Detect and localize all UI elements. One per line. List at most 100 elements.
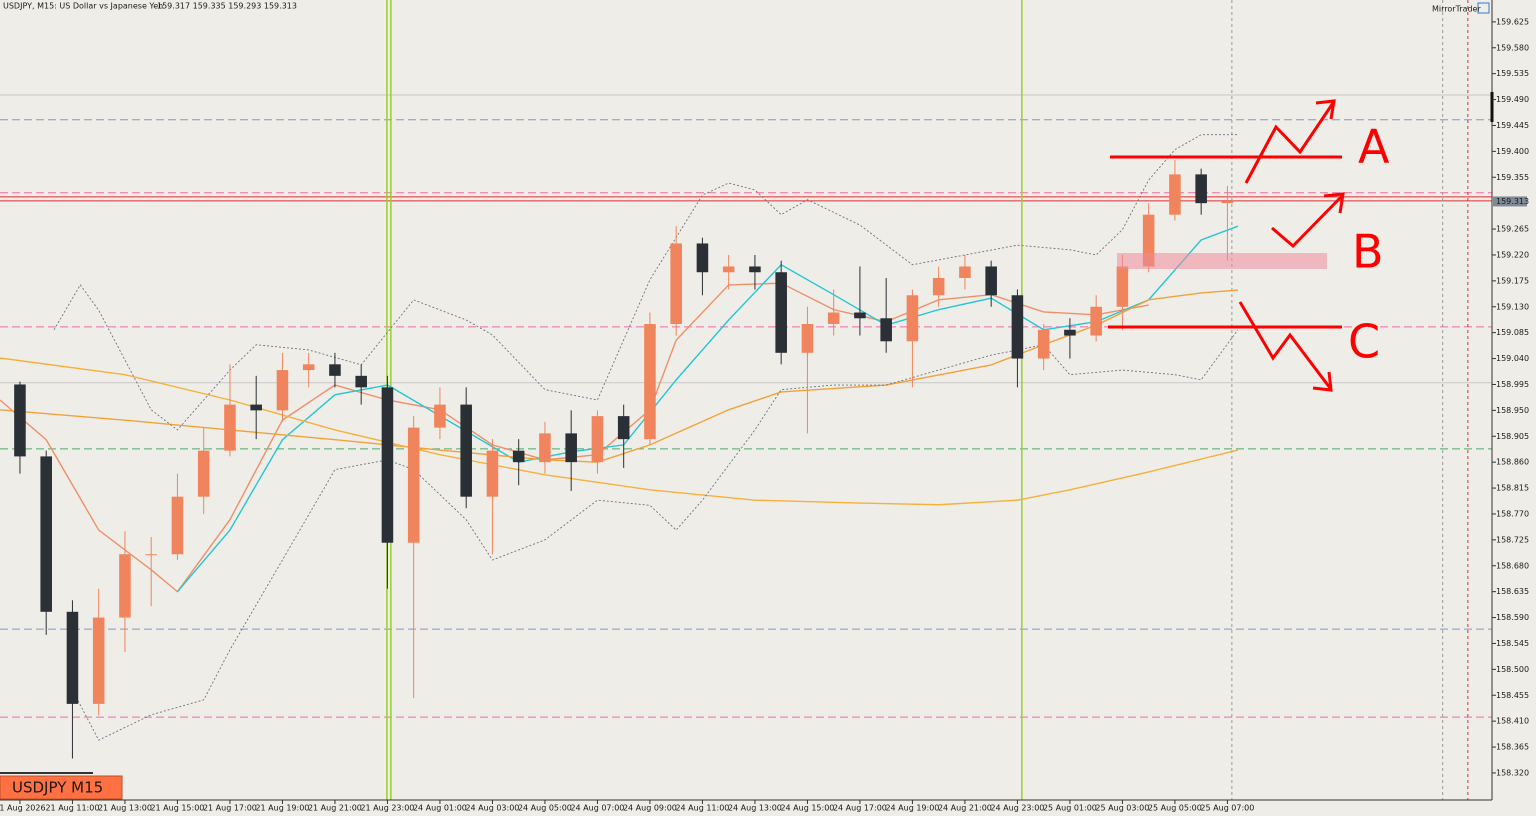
- candle-body: [145, 554, 157, 556]
- candle-body: [565, 433, 577, 463]
- y-tick-label: 158.860: [1496, 458, 1529, 467]
- candle-body: [40, 456, 52, 612]
- y-tick-label: 158.815: [1496, 484, 1529, 493]
- candle-body: [250, 404, 262, 411]
- candle-body: [1064, 329, 1076, 336]
- y-tick-label: 158.950: [1496, 406, 1529, 415]
- y-tick-label: 158.680: [1496, 561, 1529, 570]
- price-tag-label: 159.313: [1496, 197, 1529, 206]
- x-tick-label: 21 Aug 13:00: [98, 804, 152, 813]
- x-tick-label: 24 Aug 19:00: [885, 804, 939, 813]
- x-tick-label: 24 Aug 11:00: [675, 804, 729, 813]
- x-tick-label: 25 Aug 05:00: [1148, 804, 1202, 813]
- y-tick-label: 158.635: [1496, 587, 1529, 596]
- candle-body: [1090, 306, 1102, 336]
- candle-body: [854, 312, 866, 319]
- candle-body: [1037, 329, 1050, 359]
- support-zone: [1117, 253, 1327, 269]
- y-tick-label: 158.995: [1496, 380, 1529, 389]
- candle-body: [1142, 214, 1155, 267]
- candle-body: [512, 450, 525, 463]
- x-tick-label: 25 Aug 01:00: [1043, 804, 1097, 813]
- quote: 159.317 159.335 159.293 159.313: [157, 2, 297, 11]
- candle-body: [302, 364, 315, 371]
- y-tick-label: 159.175: [1496, 276, 1529, 285]
- candle-body: [801, 324, 814, 353]
- y-tick-label: 159.445: [1496, 121, 1529, 130]
- candle-body: [722, 266, 735, 273]
- annotation: B: [1352, 225, 1384, 279]
- candle-body: [670, 243, 682, 325]
- indicator-line: [72, 329, 1239, 741]
- x-tick-label: 21 Aug 11:00: [45, 804, 99, 813]
- candle-body: [460, 404, 472, 497]
- candle-body: [906, 295, 919, 342]
- candle-body: [276, 370, 289, 411]
- x-tick-label: 24 Aug 03:00: [465, 804, 519, 813]
- candle-body: [617, 416, 630, 440]
- candle-body: [434, 404, 446, 428]
- x-tick-label: 25 Aug 07:00: [1200, 804, 1254, 813]
- y-tick-label: 159.085: [1496, 328, 1529, 337]
- x-tick-label: 21 Aug 2026: [0, 804, 46, 813]
- y-tick-label: 159.220: [1496, 250, 1529, 259]
- candle-body: [171, 496, 184, 555]
- candle-body: [92, 617, 105, 704]
- arrow-b: [1271, 194, 1344, 249]
- candle-body: [1116, 266, 1129, 307]
- symbol-badge-text: USDJPY M15: [12, 779, 103, 797]
- candle-body: [1169, 174, 1181, 215]
- y-tick-label: 159.040: [1496, 354, 1529, 363]
- chart-title: USDJPY, M15: US Dollar vs Japanese Yen: [3, 2, 163, 11]
- price-tag: [1493, 196, 1527, 207]
- y-tick-label: 159.400: [1496, 147, 1529, 156]
- x-tick-label: 24 Aug 15:00: [780, 804, 834, 813]
- candle-body: [197, 450, 210, 497]
- candle-body: [880, 318, 892, 342]
- arrow-b-head: [1323, 192, 1345, 214]
- x-tick-label: 21 Aug 23:00: [360, 804, 414, 813]
- arrow-a-head: [1315, 99, 1336, 120]
- y-tick-label: 158.410: [1496, 717, 1529, 726]
- candle-body: [959, 266, 971, 278]
- candle-body: [355, 375, 367, 388]
- y-tick-label: 158.365: [1496, 743, 1529, 752]
- candle-body: [775, 272, 787, 353]
- candle-body: [381, 387, 394, 543]
- candle-body: [539, 433, 551, 463]
- x-tick-label: 21 Aug 15:00: [150, 804, 204, 813]
- candle-body: [224, 404, 236, 451]
- y-tick-label: 159.490: [1496, 95, 1529, 104]
- annotation: C: [1348, 315, 1380, 369]
- candle-body: [329, 364, 341, 376]
- indicator-line: [0, 289, 1238, 463]
- candle-body: [827, 312, 840, 325]
- candle-body: [985, 266, 997, 296]
- candle-body: [932, 277, 945, 296]
- x-tick-label: 21 Aug 19:00: [255, 804, 309, 813]
- arrow-c-head: [1312, 371, 1333, 392]
- candle-body: [644, 324, 656, 440]
- candle-body: [1195, 174, 1207, 204]
- candle-body: [1011, 295, 1024, 359]
- candle-body: [407, 427, 420, 543]
- x-tick-label: 21 Aug 21:00: [308, 804, 362, 813]
- y-tick-label: 159.355: [1496, 173, 1529, 182]
- y-tick-label: 158.770: [1496, 509, 1529, 518]
- candle-body: [1221, 201, 1234, 204]
- y-tick-label: 158.590: [1496, 613, 1529, 622]
- x-tick-label: 24 Aug 21:00: [938, 804, 992, 813]
- candle-body: [14, 384, 26, 457]
- annotation: A: [1358, 120, 1390, 174]
- x-tick-label: 24 Aug 17:00: [833, 804, 887, 813]
- indicator-line: [176, 225, 1239, 593]
- candle-body: [486, 450, 499, 497]
- y-tick-label: 159.265: [1496, 225, 1529, 234]
- candle-body: [696, 243, 709, 273]
- y-tick-label: 158.905: [1496, 432, 1529, 441]
- y-tick-label: 159.580: [1496, 43, 1529, 52]
- y-tick-label: 158.725: [1496, 535, 1529, 544]
- x-tick-label: 24 Aug 05:00: [518, 804, 572, 813]
